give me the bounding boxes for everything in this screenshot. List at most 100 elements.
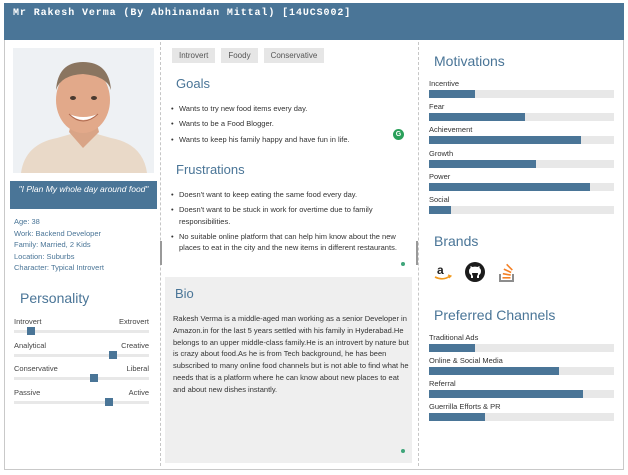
bar-track: [429, 160, 614, 168]
divider-handle-left[interactable]: [160, 241, 162, 265]
scale-track: [14, 354, 149, 357]
github-icon[interactable]: [464, 261, 486, 283]
motivation-bar: Power: [429, 172, 614, 191]
grammarly-icon[interactable]: G: [393, 129, 404, 140]
bar-fill: [429, 136, 581, 144]
personality-scale: Passive Active: [14, 388, 149, 412]
scale-right-label: Liberal: [126, 364, 149, 373]
bar-track: [429, 113, 614, 121]
bar-fill: [429, 183, 590, 191]
bar-fill: [429, 113, 526, 121]
bar-label: Incentive: [429, 79, 460, 88]
bar-track: [429, 344, 614, 352]
brand-list: a: [432, 261, 518, 283]
amazon-icon[interactable]: a: [432, 261, 454, 283]
bar-fill: [429, 206, 452, 214]
stackoverflow-icon[interactable]: [496, 261, 518, 283]
scale-knob[interactable]: [105, 398, 113, 406]
persona-tags: Introvert Foody Conservative: [172, 48, 325, 63]
fact-work: Work: Backend Developer: [14, 228, 101, 238]
fact-age: Age: 38: [14, 217, 40, 226]
header-bar: Mr Rakesh Verma (By Abhinandan Mittal) […: [4, 3, 624, 40]
avatar: [13, 48, 154, 173]
persona-facts: Age: 38 Work: Backend Developer Family: …: [14, 216, 104, 274]
bar-label: Social: [429, 195, 450, 204]
personality-scale: Analytical Creative: [14, 341, 149, 365]
svg-text:a: a: [437, 263, 444, 277]
frustration-item: Doesn't want to keep eating the same foo…: [171, 189, 409, 201]
goals-title: Goals: [176, 76, 210, 91]
channels-title: Preferred Channels: [434, 307, 556, 323]
bar-label: Traditional Ads: [429, 333, 479, 342]
scale-left-label: Analytical: [14, 341, 47, 350]
frustrations-title: Frustrations: [176, 162, 245, 177]
motivations-title: Motivations: [434, 53, 505, 69]
brands-title: Brands: [434, 233, 479, 249]
scale-knob[interactable]: [109, 351, 117, 359]
motivation-bar: Incentive: [429, 79, 614, 98]
persona-title: Mr Rakesh Verma (By Abhinandan Mittal) […: [13, 8, 352, 19]
frustration-item: Doesn't want to be stuck in work for ove…: [171, 204, 409, 227]
bar-track: [429, 206, 614, 214]
tag-foody: Foody: [221, 48, 258, 63]
bar-fill: [429, 90, 476, 98]
fact-family: Family: Married, 2 Kids: [14, 240, 91, 250]
scale-track: [14, 330, 149, 333]
scale-knob[interactable]: [27, 327, 35, 335]
goal-item: Wants to be a Food Blogger.: [171, 118, 401, 130]
personality-scale: Introvert Extrovert: [14, 317, 149, 341]
scale-right-label: Active: [128, 388, 149, 397]
motivation-bar: Social: [429, 195, 614, 214]
scale-left-label: Passive: [14, 388, 41, 397]
column-divider-right: [418, 42, 419, 466]
scale-right-label: Extrovert: [118, 317, 149, 326]
scale-knob[interactable]: [90, 374, 98, 382]
motivation-bar: Growth: [429, 149, 614, 168]
bar-fill: [429, 344, 476, 352]
bio-panel: Bio Rakesh Verma is a middle-aged man wo…: [165, 277, 412, 463]
personality-scale: Conservative Liberal: [14, 364, 149, 388]
avatar-photo: [13, 48, 154, 173]
motivation-bar: Achievement: [429, 125, 614, 144]
bio-text: Rakesh Verma is a middle-aged man workin…: [173, 314, 409, 394]
bar-track: [429, 90, 614, 98]
bar-fill: [429, 413, 485, 421]
bar-track: [429, 136, 614, 144]
divider-handle-right[interactable]: [416, 241, 418, 265]
goals-list: Wants to try new food items every day. W…: [171, 103, 401, 149]
status-dot: [401, 449, 405, 453]
scale-track: [14, 401, 149, 404]
channel-bar: Traditional Ads: [429, 333, 614, 352]
bar-label: Achievement: [429, 125, 473, 134]
bar-label: Power: [429, 172, 451, 181]
bar-track: [429, 367, 614, 375]
goal-item: Wants to try new food items every day.: [171, 103, 401, 115]
frustrations-list: Doesn't want to keep eating the same foo…: [171, 189, 409, 257]
bar-label: Guerrilla Efforts & PR: [429, 402, 501, 411]
tag-introvert: Introvert: [172, 48, 216, 63]
scale-left-label: Conservative: [14, 364, 58, 373]
scale-track: [14, 377, 149, 380]
channel-bar: Online & Social Media: [429, 356, 614, 375]
bar-fill: [429, 367, 559, 375]
personality-title: Personality: [20, 290, 90, 306]
channel-bar: Guerrilla Efforts & PR: [429, 402, 614, 421]
fact-location: Location: Suburbs: [14, 251, 75, 261]
bar-label: Fear: [429, 102, 445, 111]
goal-item: Wants to keep his family happy and have …: [171, 134, 401, 146]
bar-track: [429, 413, 614, 421]
bar-track: [429, 390, 614, 398]
status-dot: [401, 262, 405, 266]
fact-character: Character: Typical Introvert: [14, 263, 104, 273]
scale-left-label: Introvert: [14, 317, 42, 326]
bar-label: Online & Social Media: [429, 356, 503, 365]
frustration-item: No suitable online platform that can hel…: [171, 231, 409, 254]
channel-bar: Referral: [429, 379, 614, 398]
bar-label: Referral: [429, 379, 456, 388]
bar-label: Growth: [429, 149, 454, 158]
persona-quote: "I Plan My whole day around food": [10, 181, 157, 209]
tag-conservative: Conservative: [263, 48, 325, 63]
bar-fill: [429, 390, 583, 398]
scale-right-label: Creative: [121, 341, 149, 350]
bar-fill: [429, 160, 537, 168]
